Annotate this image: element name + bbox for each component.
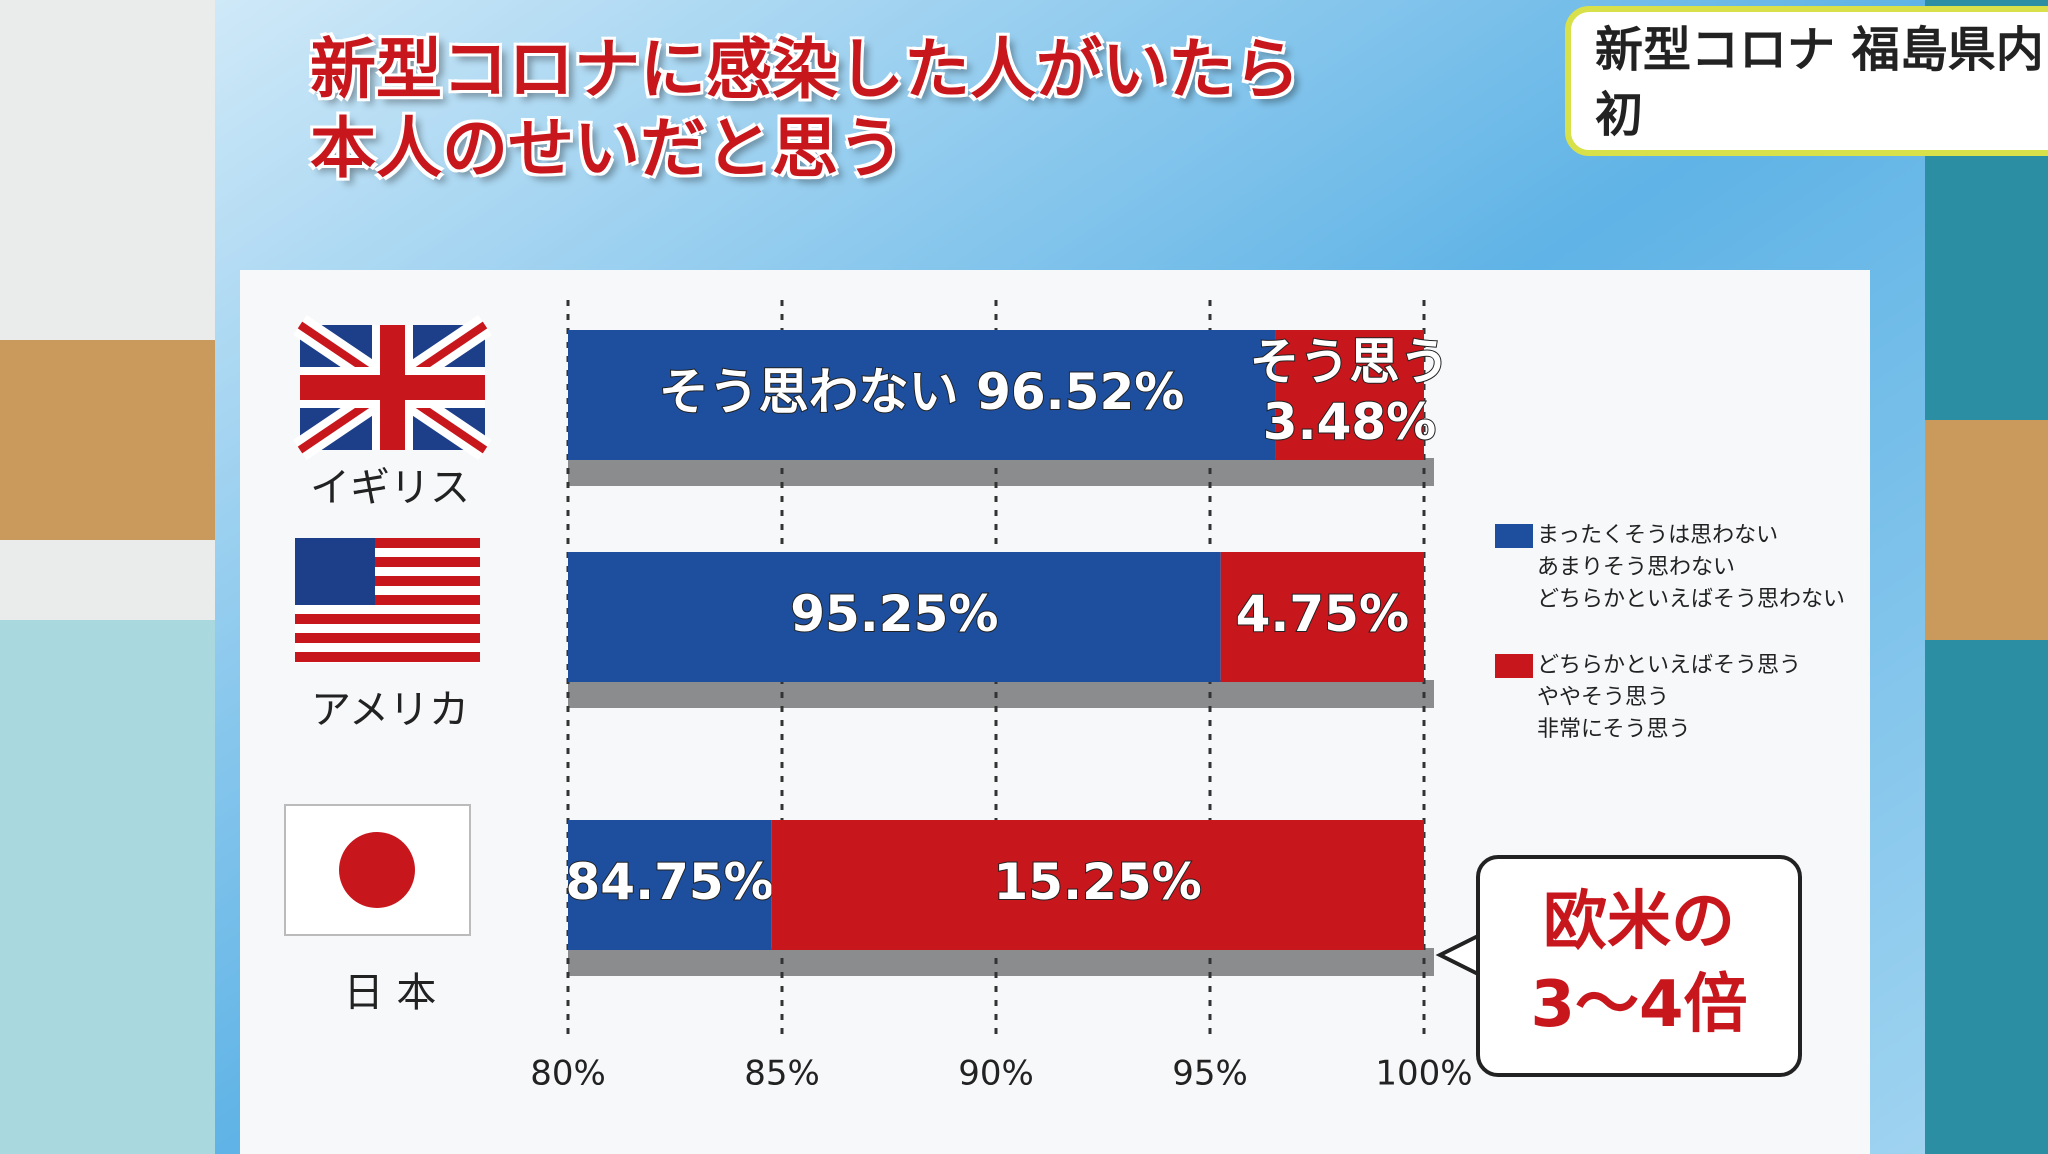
x-tick-label: 80% (530, 1054, 606, 1094)
value-label-line: そう思わない 96.52% (659, 363, 1185, 421)
callout: 欧米の 3〜4倍 (1476, 855, 1802, 1077)
value-label: そう思う 3.48% (1250, 333, 1450, 451)
value-label: 15.25% (994, 853, 1202, 911)
legend-entry: まったくそうは思わない あまりそう思わない どちらかといえばそう思わない (1495, 520, 1845, 616)
x-tick-label: 90% (958, 1054, 1034, 1094)
bar (771, 820, 1424, 950)
value-label: 4.75% (1236, 585, 1409, 643)
value-label: 84.75% (566, 853, 774, 911)
legend-label: どちらかといえばそう思う ややそう思う 非常にそう思う (1537, 653, 1802, 742)
bar-shadow (568, 458, 1434, 486)
legend-swatch (1495, 654, 1533, 678)
bar (568, 330, 1276, 460)
legend-entry: どちらかといえばそう思う ややそう思う 非常にそう思う (1495, 650, 1801, 746)
flag-jp (284, 804, 471, 936)
bar (1220, 552, 1424, 682)
wood (1925, 420, 2048, 640)
value-label-line: 3.48% (1263, 393, 1436, 451)
value-label: そう思わない 96.52% (659, 363, 1185, 421)
bar-shadow (568, 680, 1434, 708)
x-tick-label: 100% (1375, 1054, 1472, 1094)
value-label-line: 15.25% (994, 853, 1202, 911)
legend-swatch (1495, 524, 1533, 548)
caption: 新型コロナ 福島県内初 白河市の「思いやり条例 (1565, 6, 2048, 156)
flag-us (295, 538, 480, 663)
bar (568, 552, 1221, 682)
flag-uk (293, 315, 492, 460)
legend-label: まったくそうは思わない あまりそう思わない どちらかといえばそう思わない (1537, 523, 1846, 612)
x-tick-label: 95% (1172, 1054, 1248, 1094)
bar-shadow (568, 948, 1434, 976)
category-label: イギリス (310, 465, 470, 511)
value-label-line: 4.75% (1236, 585, 1409, 643)
value-label-line: そう思う (1250, 333, 1450, 391)
callout-pointer (1435, 933, 1481, 977)
wood (0, 340, 215, 540)
value-label: 95.25% (790, 585, 998, 643)
bar (568, 820, 772, 950)
bar (1275, 330, 1424, 460)
category-label: 日 本 (344, 970, 437, 1016)
value-label-line: 95.25% (790, 585, 998, 643)
pattern (0, 620, 215, 1154)
chart-title: 新型コロナに感染した人がいたら 本人のせいだと思う (310, 31, 1300, 188)
category-label: アメリカ (311, 687, 469, 733)
x-tick-label: 85% (744, 1054, 820, 1094)
value-label-line: 84.75% (566, 853, 774, 911)
